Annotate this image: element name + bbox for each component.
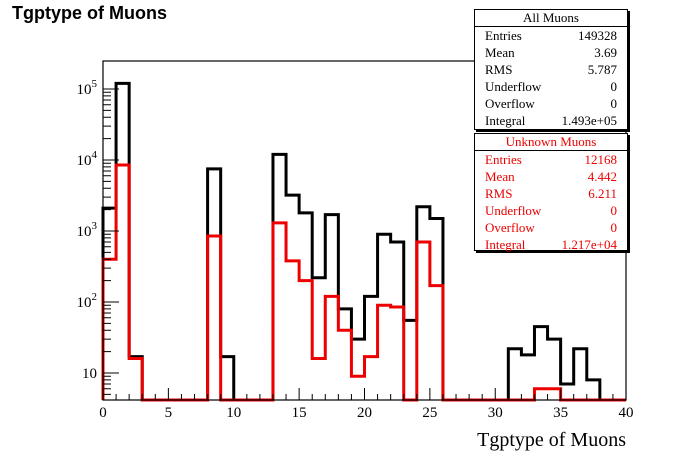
- stats-row-label: Entries: [485, 28, 522, 43]
- stats-row-label: Mean: [485, 45, 515, 60]
- stats-row-label: Integral: [485, 113, 526, 128]
- stats-box-title: Unknown Muons: [475, 134, 627, 151]
- stats-row-value: 3.69: [594, 45, 617, 60]
- stats-row: Entries 149328: [475, 27, 627, 44]
- stats-box-all-muons: All Muons Entries 149328 Mean 3.69 RMS 5.787 U…: [474, 9, 628, 130]
- stats-box-title: All Muons: [475, 10, 627, 27]
- stats-row: Overflow 0: [475, 219, 627, 236]
- stats-row-label: Underflow: [485, 79, 542, 94]
- stats-row-value: 0: [610, 220, 618, 235]
- stats-row-value: 0: [610, 96, 618, 111]
- x-tick-label: 35: [553, 405, 568, 421]
- y-tick-label: 104: [77, 149, 98, 169]
- y-axis: 10 102 103 104 105: [77, 78, 119, 395]
- stats-row-label: Underflow: [485, 203, 542, 218]
- x-tick-label: 20: [357, 405, 372, 421]
- stats-row-label: Integral: [485, 237, 526, 252]
- x-tick-label: 0: [99, 405, 107, 421]
- y-tick-label: 105: [77, 78, 98, 98]
- stats-row-label: RMS: [485, 62, 513, 77]
- stats-row: Overflow 0: [475, 95, 627, 112]
- stats-row-value: 6.211: [588, 186, 617, 201]
- stats-row: Entries 12168: [475, 151, 627, 168]
- stats-row-value: 0: [610, 203, 618, 218]
- stats-row-value: 0: [610, 79, 618, 94]
- stats-row-value: 5.787: [587, 62, 617, 77]
- y-tick-label: 102: [77, 291, 98, 311]
- stats-row-label: RMS: [485, 186, 513, 201]
- x-tick-label: 30: [488, 405, 503, 421]
- stats-row: Mean 3.69: [475, 44, 627, 61]
- y-tick-label: 103: [77, 220, 98, 240]
- stats-row-label: Entries: [485, 152, 522, 167]
- stats-row-label: Mean: [485, 169, 515, 184]
- stats-row: Mean 4.442: [475, 168, 627, 185]
- stats-row-label: Overflow: [485, 220, 535, 235]
- stats-row-value: 1.217e+04: [561, 237, 617, 252]
- stats-row: Integral 1.217e+04: [475, 236, 627, 253]
- y-tick-label: 10: [82, 366, 97, 382]
- x-axis: 0 5 10 15 20 25 30 35 40: [99, 388, 634, 421]
- x-tick-label: 15: [292, 405, 307, 421]
- x-tick-label: 25: [422, 405, 437, 421]
- stats-row: RMS 5.787: [475, 61, 627, 78]
- stats-row-value: 1.493e+05: [561, 113, 617, 128]
- stats-row: RMS 6.211: [475, 185, 627, 202]
- x-tick-label: 40: [619, 405, 634, 421]
- stats-row-value: 4.442: [587, 169, 617, 184]
- stats-row: Underflow 0: [475, 202, 627, 219]
- stats-row: Underflow 0: [475, 78, 627, 95]
- x-tick-label: 10: [226, 405, 241, 421]
- stats-box-unknown-muons: Unknown Muons Entries 12168 Mean 4.442 RMS 6.…: [474, 133, 628, 253]
- x-axis-title: Tgptype of Muons: [477, 429, 626, 451]
- page-title: Tgptype of Muons: [12, 3, 167, 23]
- x-tick-label: 5: [165, 405, 173, 421]
- stats-row-label: Overflow: [485, 96, 535, 111]
- stats-row-value: 12168: [584, 152, 618, 167]
- stats-row: Integral 1.493e+05: [475, 112, 627, 129]
- stats-row-value: 149328: [578, 28, 617, 43]
